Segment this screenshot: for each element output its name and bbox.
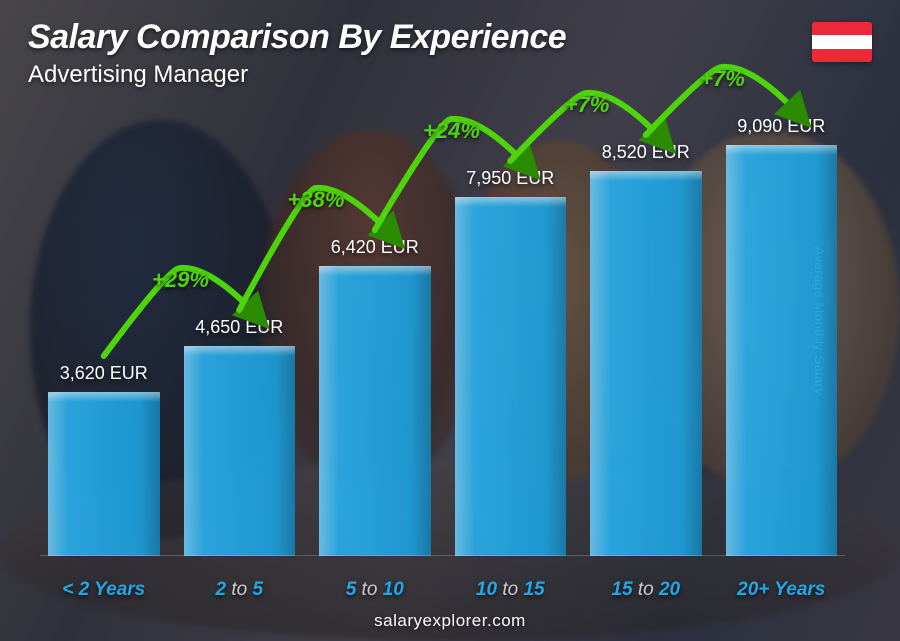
x-axis-label: 15 to 20 — [590, 579, 702, 601]
x-axis-label: 5 to 10 — [319, 579, 431, 601]
chart-subtitle: Advertising Manager — [28, 61, 566, 89]
x-axis-label: 10 to 15 — [455, 579, 567, 601]
increase-label: +24% — [423, 118, 480, 144]
flag-stripe-top — [812, 22, 872, 35]
increase-label: +38% — [288, 187, 345, 213]
x-axis: < 2 Years 2 to 5 5 to 10 10 to 15 15 to 20 20… — [40, 579, 845, 601]
increase-label: +29% — [152, 267, 209, 293]
country-flag-austria — [812, 22, 872, 62]
infographic-container: Salary Comparison By Experience Advertis… — [0, 0, 900, 641]
flag-stripe-bot — [812, 49, 872, 62]
x-axis-label: 2 to 5 — [184, 579, 296, 601]
footer-attribution: salaryexplorer.com — [0, 611, 900, 631]
x-axis-label: 20+ Years — [726, 579, 838, 601]
increase-label: +7% — [565, 92, 610, 118]
title-block: Salary Comparison By Experience Advertis… — [28, 18, 566, 89]
bar-chart: 3,620 EUR4,650 EUR6,420 EUR7,950 EUR8,52… — [40, 115, 845, 556]
increase-label: +7% — [700, 66, 745, 92]
increase-arcs-svg — [40, 115, 845, 556]
flag-stripe-mid — [812, 35, 872, 48]
x-axis-label: < 2 Years — [48, 579, 160, 601]
chart-title: Salary Comparison By Experience — [28, 18, 566, 57]
